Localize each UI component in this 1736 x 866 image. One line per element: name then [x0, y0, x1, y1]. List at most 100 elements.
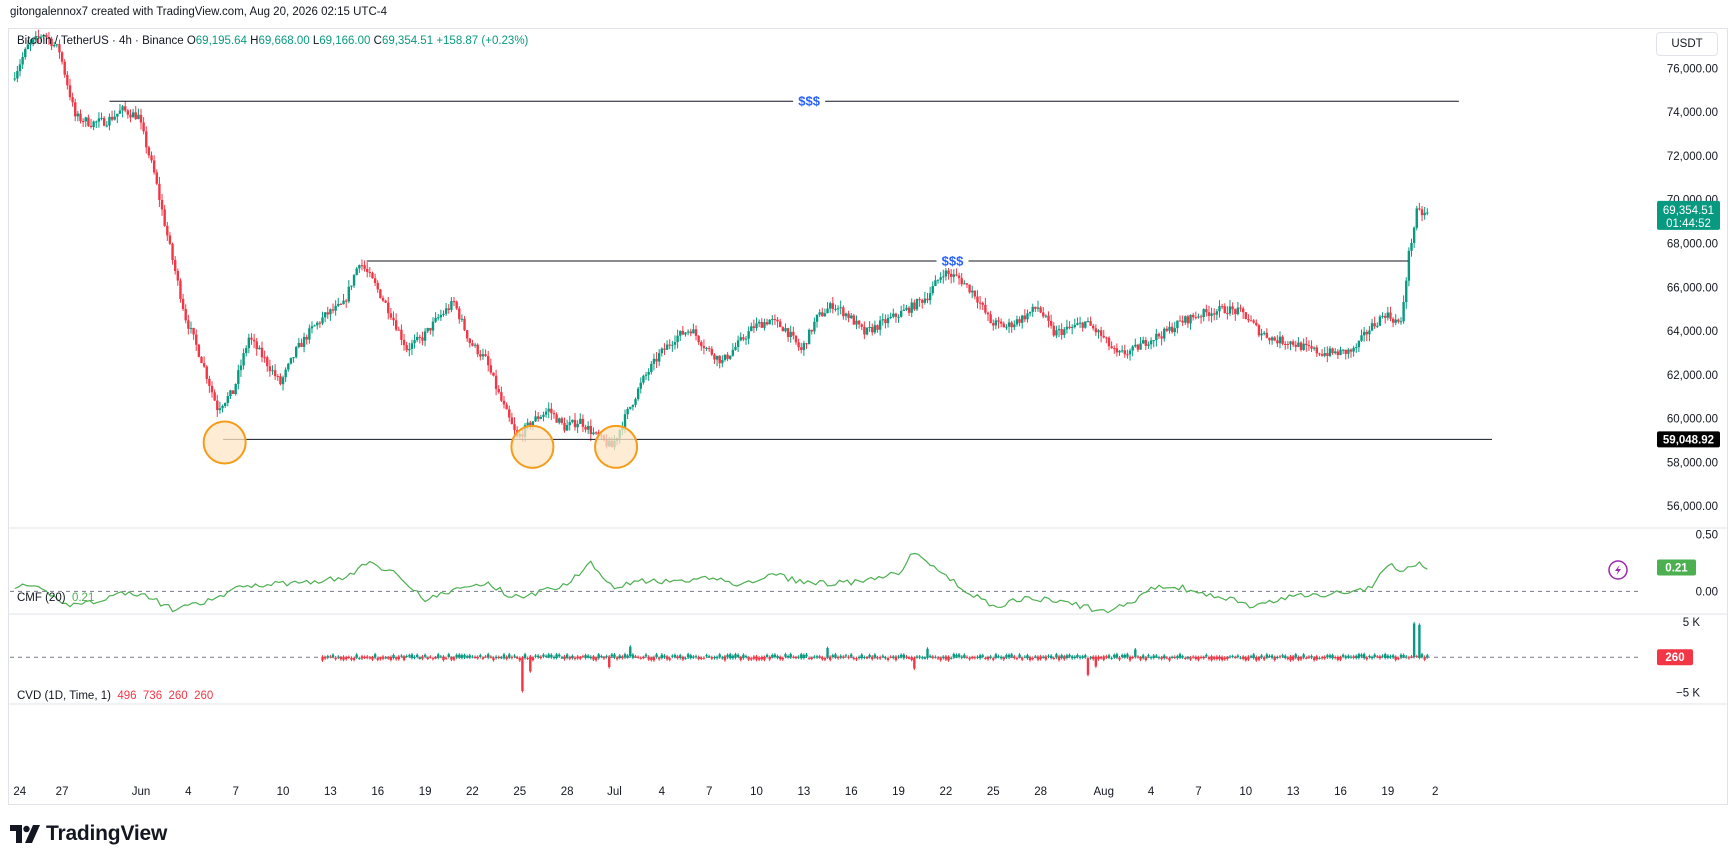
candle-body	[644, 374, 648, 376]
candle-body	[949, 273, 953, 277]
candle-body	[1013, 324, 1016, 328]
cvd-bar	[1294, 654, 1297, 658]
candle-body	[329, 309, 332, 315]
cvd-bar	[881, 655, 884, 657]
cvd-bar	[1328, 655, 1332, 658]
candle-body	[1368, 330, 1371, 335]
cvd-label[interactable]: CVD (1D, Time, 1)	[17, 690, 111, 702]
candle-body	[1160, 336, 1163, 339]
cvd-bar	[1218, 656, 1221, 660]
cvd-bar	[608, 656, 611, 668]
cvd-bar	[978, 655, 982, 659]
last-price-label: 69,354.51	[1663, 205, 1714, 217]
candle-body	[1152, 340, 1155, 342]
cvd-bar	[828, 656, 832, 660]
cmf-value: 0.21	[71, 592, 95, 604]
candle-body	[921, 300, 924, 303]
candle-body	[1199, 316, 1203, 318]
candle-body	[1107, 337, 1111, 347]
candle-body	[771, 319, 774, 321]
candle-body	[1352, 347, 1355, 352]
candle-body	[205, 366, 208, 379]
liquidity-label: $$$	[942, 253, 964, 268]
cvd-bar	[778, 656, 782, 660]
candle-body	[429, 328, 432, 331]
time-tick-label: 25	[513, 786, 526, 798]
candle-body	[876, 325, 879, 330]
cvd-value-tag	[1657, 649, 1693, 666]
candle-body	[842, 307, 845, 317]
cvd-bar	[1252, 654, 1255, 659]
cvd-bar	[968, 658, 971, 660]
cvd-bar	[397, 656, 400, 660]
cvd-bar	[747, 657, 750, 660]
cvd-bar	[494, 656, 498, 659]
candle-body	[202, 363, 206, 367]
cmf-label[interactable]: CMF (20)	[17, 592, 66, 604]
time-tick-label: 27	[56, 786, 69, 798]
candle-body	[239, 365, 243, 371]
candle-body	[284, 369, 287, 378]
cvd-bar	[492, 657, 495, 661]
candle-body	[642, 375, 645, 383]
candle-body	[100, 117, 103, 119]
candle-body	[450, 301, 453, 310]
cvd-bar	[371, 657, 374, 660]
cvd-bar	[947, 656, 950, 661]
candle-body	[918, 299, 921, 301]
candle-body	[818, 312, 821, 315]
candle-body	[126, 110, 130, 115]
cvd-bar	[736, 654, 740, 657]
cvd-bar	[1370, 657, 1374, 659]
symbol-label[interactable]: Bitcoin / TetherUS · 4h · Binance	[17, 35, 184, 47]
time-tick-label: 16	[845, 786, 858, 798]
candle-body	[684, 332, 687, 335]
candle-body	[734, 346, 737, 350]
cvd-bar	[694, 656, 698, 658]
candle-body	[31, 39, 35, 43]
candle-body	[150, 155, 153, 161]
candle-body	[250, 337, 253, 340]
cmf-line	[14, 552, 1428, 614]
cvd-value-1: 496	[117, 690, 137, 702]
candle-body	[142, 122, 145, 132]
candle-body	[1213, 313, 1216, 315]
candle-body	[1136, 344, 1140, 350]
candle-body	[755, 323, 758, 329]
cvd-bar	[605, 656, 608, 658]
candle-body	[1312, 347, 1316, 349]
cvd-bar	[839, 655, 842, 658]
candle-body	[281, 377, 285, 385]
candle-body	[1115, 348, 1119, 353]
cvd-bar	[1044, 656, 1048, 660]
cvd-bar	[563, 656, 566, 660]
candle-body	[668, 344, 671, 346]
cvd-bar	[471, 656, 474, 658]
candle-body	[181, 298, 185, 309]
candle-body	[1394, 319, 1397, 323]
cvd-bar	[918, 656, 921, 658]
candle-body	[1423, 212, 1426, 216]
time-tick-label: 22	[940, 786, 953, 798]
candle-body	[1273, 337, 1276, 341]
candle-body	[1386, 312, 1390, 318]
candle-body	[1189, 314, 1192, 324]
candle-body	[1257, 325, 1261, 336]
cvd-bar	[465, 656, 469, 658]
candle-body	[321, 317, 324, 324]
candle-body	[308, 328, 311, 340]
cvd-bar	[1236, 655, 1240, 657]
candle-body	[163, 209, 166, 226]
candle-body	[323, 312, 327, 318]
candle-body	[968, 284, 971, 293]
candle-body	[1070, 326, 1074, 328]
cvd-bar	[1181, 656, 1184, 658]
cvd-bar	[626, 655, 629, 658]
currency-button[interactable]: USDT	[1656, 32, 1718, 56]
cvd-bar	[884, 657, 887, 659]
cvd-bar	[1081, 656, 1084, 658]
candle-body	[1247, 318, 1250, 321]
candle-body	[1389, 312, 1392, 319]
cvd-bar	[429, 656, 432, 658]
